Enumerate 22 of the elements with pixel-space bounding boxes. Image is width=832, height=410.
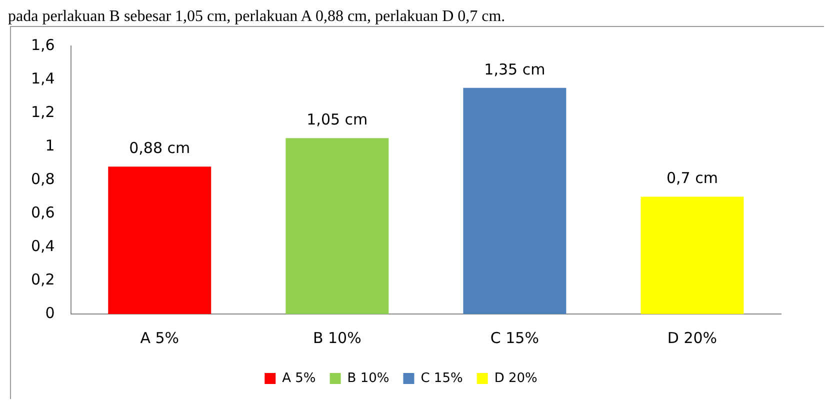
y-tick-label: 1,2 — [30, 102, 55, 121]
legend-label: A 5% — [282, 370, 316, 386]
y-tick-label: 1 — [45, 136, 55, 154]
legend-label: D 20% — [494, 370, 538, 386]
data-label: 1,35 cm — [484, 60, 546, 78]
y-tick-label: 0,6 — [30, 203, 55, 222]
y-tick-label: 1,6 — [30, 36, 55, 54]
text: pada perlakuan B sebesar 1,05 cm, perlakuan A 0,88 cm, perlakuan D 0,7 cm. — [8, 8, 506, 26]
legend-label: B 10% — [347, 370, 390, 386]
data-label: 0,7 cm — [666, 169, 718, 188]
x-tick-label: D 20% — [667, 328, 718, 347]
x-tick-label: B 10% — [312, 328, 362, 347]
y-tick-label: 0 — [45, 304, 55, 322]
y-tick-label: 0,8 — [30, 170, 55, 188]
y-tick-label: 0,4 — [30, 236, 55, 255]
data-label: 0,88 cm — [129, 138, 190, 157]
y-tick-label: 1,4 — [30, 69, 55, 88]
data-label: 1,05 cm — [306, 110, 368, 129]
y-tick-label: 0,2 — [30, 270, 55, 288]
x-tick-label: C 15% — [490, 328, 539, 347]
x-tick-label: A 5% — [140, 328, 180, 347]
legend-label: C 15% — [420, 370, 463, 386]
